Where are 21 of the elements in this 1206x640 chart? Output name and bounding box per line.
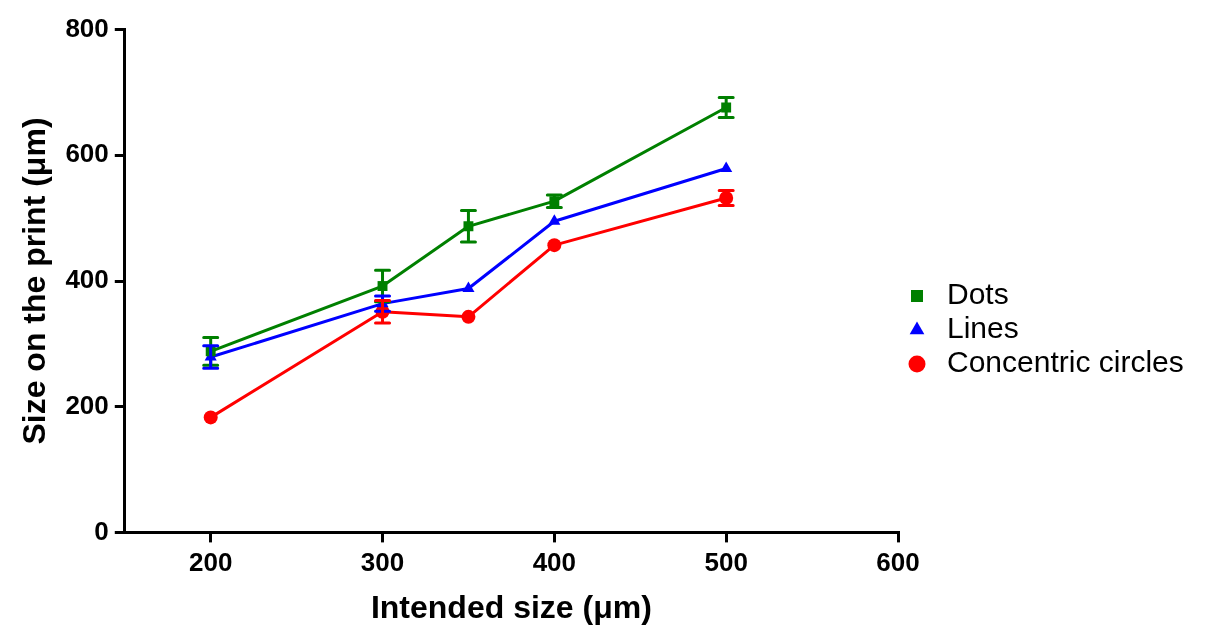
y-tick-label: 0 [94,515,109,546]
point [462,281,475,293]
x-tick-label: 600 [876,547,920,578]
y-tick-label: 400 [65,264,109,295]
point [547,238,562,253]
point [461,309,476,324]
y-tick-label: 600 [65,138,109,169]
point [203,410,218,425]
x-tick-label: 500 [704,547,748,578]
x-tick-label: 400 [532,547,577,578]
y-axis-title: Size on the print (μm) [16,117,53,445]
legend-label: Lines [947,311,1019,345]
x-tick-label: 300 [360,547,405,578]
y-tick-label: 800 [65,12,109,43]
x-tick-label: 200 [189,547,233,578]
point [548,214,561,225]
legend-label: Dots [947,277,1009,311]
legend-label: Concentric circles [947,345,1184,379]
y-tick-label: 200 [65,389,109,420]
x-axis-title: Intended size (μm) [370,588,652,625]
point [720,161,733,172]
